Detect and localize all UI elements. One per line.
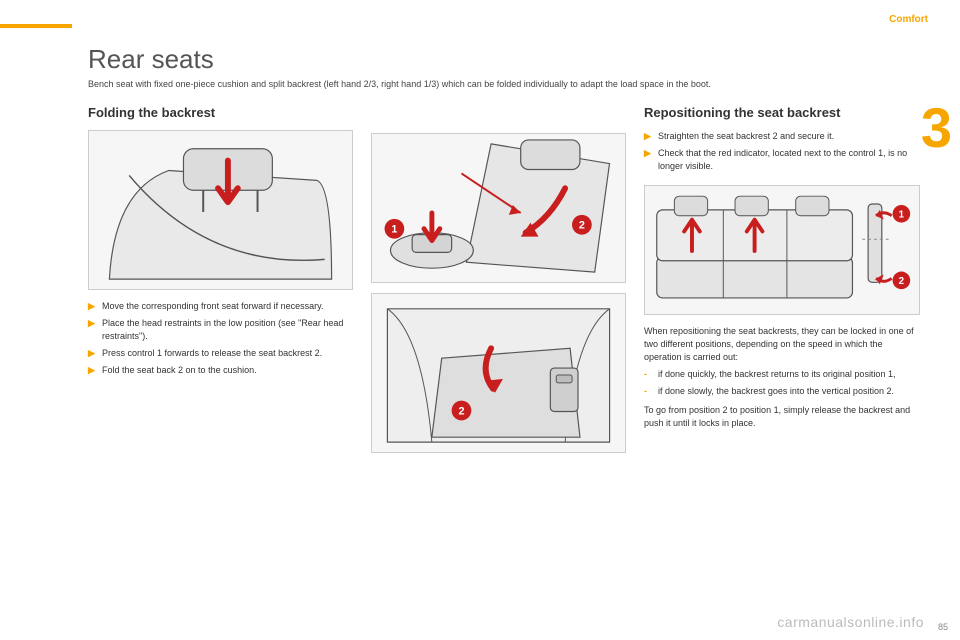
bullet-item: ▶Press control 1 forwards to release the…	[88, 347, 353, 360]
fold-subtitle: Folding the backrest	[88, 105, 353, 120]
column-left: Folding the backrest ▶Move the	[88, 105, 353, 463]
bullet-marker: ▶	[88, 347, 102, 360]
watermark: carmanualsonline.info	[777, 614, 924, 630]
bullet-marker: ▶	[644, 130, 658, 143]
fold-bullets: ▶Move the corresponding front seat forwa…	[88, 300, 353, 377]
svg-text:2: 2	[458, 405, 464, 417]
bullet-item: ▶Fold the seat back 2 on to the cushion.	[88, 364, 353, 377]
bullet-item: ▶Place the head restraints in the low po…	[88, 317, 353, 343]
bullet-item: ▶Move the corresponding front seat forwa…	[88, 300, 353, 313]
bullet-marker: ▶	[88, 364, 102, 377]
intro-text: Bench seat with fixed one-piece cushion …	[88, 79, 920, 91]
bullet-text: Check that the red indicator, located ne…	[658, 147, 920, 173]
bullet-marker: ▶	[644, 147, 658, 173]
diagram-reposition: 1 2	[644, 185, 920, 315]
column-right: Repositioning the seat backrest ▶Straigh…	[644, 105, 920, 463]
bullet-item: ▶Check that the red indicator, located n…	[644, 147, 920, 173]
reposition-bullets: ▶Straighten the seat backrest 2 and secu…	[644, 130, 920, 173]
diagram-headrest-lower	[88, 130, 353, 290]
bullet-text: Place the head restraints in the low pos…	[102, 317, 353, 343]
spacer	[371, 105, 626, 133]
bullet-text: if done slowly, the backrest goes into t…	[658, 385, 920, 398]
bullet-text: if done quickly, the backrest returns to…	[658, 368, 920, 381]
page-title: Rear seats	[88, 44, 920, 75]
section-label: Comfort	[889, 14, 928, 25]
bullet-marker: ▶	[88, 317, 102, 343]
column-middle: 1 2	[371, 105, 626, 463]
section-number: 3	[921, 100, 952, 156]
bullet-item: -if done slowly, the backrest goes into …	[644, 385, 920, 398]
reposition-subtitle: Repositioning the seat backrest	[644, 105, 920, 120]
svg-text:2: 2	[899, 276, 905, 287]
page-content: Rear seats Bench seat with fixed one-pie…	[88, 44, 920, 620]
page-number: 85	[938, 622, 948, 632]
reposition-para2: To go from position 2 to position 1, sim…	[644, 404, 920, 430]
bullet-text: Fold the seat back 2 on to the cushion.	[102, 364, 353, 377]
diagram-fold-from-boot: 2	[371, 293, 626, 453]
bullet-text: Press control 1 forwards to release the …	[102, 347, 353, 360]
reposition-para1: When repositioning the seat backrests, t…	[644, 325, 920, 364]
bullet-text: Move the corresponding front seat forwar…	[102, 300, 353, 313]
dash-marker: -	[644, 368, 658, 381]
diagram-release-control: 1 2	[371, 133, 626, 283]
bullet-marker: ▶	[88, 300, 102, 313]
svg-text:1: 1	[899, 210, 905, 221]
svg-text:2: 2	[579, 219, 585, 231]
accent-bar	[0, 24, 72, 28]
reposition-options: -if done quickly, the backrest returns t…	[644, 368, 920, 398]
bullet-item: ▶Straighten the seat backrest 2 and secu…	[644, 130, 920, 143]
svg-text:1: 1	[391, 223, 397, 235]
dash-marker: -	[644, 385, 658, 398]
bullet-text: Straighten the seat backrest 2 and secur…	[658, 130, 920, 143]
bullet-item: -if done quickly, the backrest returns t…	[644, 368, 920, 381]
columns: Folding the backrest ▶Move the	[88, 105, 920, 463]
